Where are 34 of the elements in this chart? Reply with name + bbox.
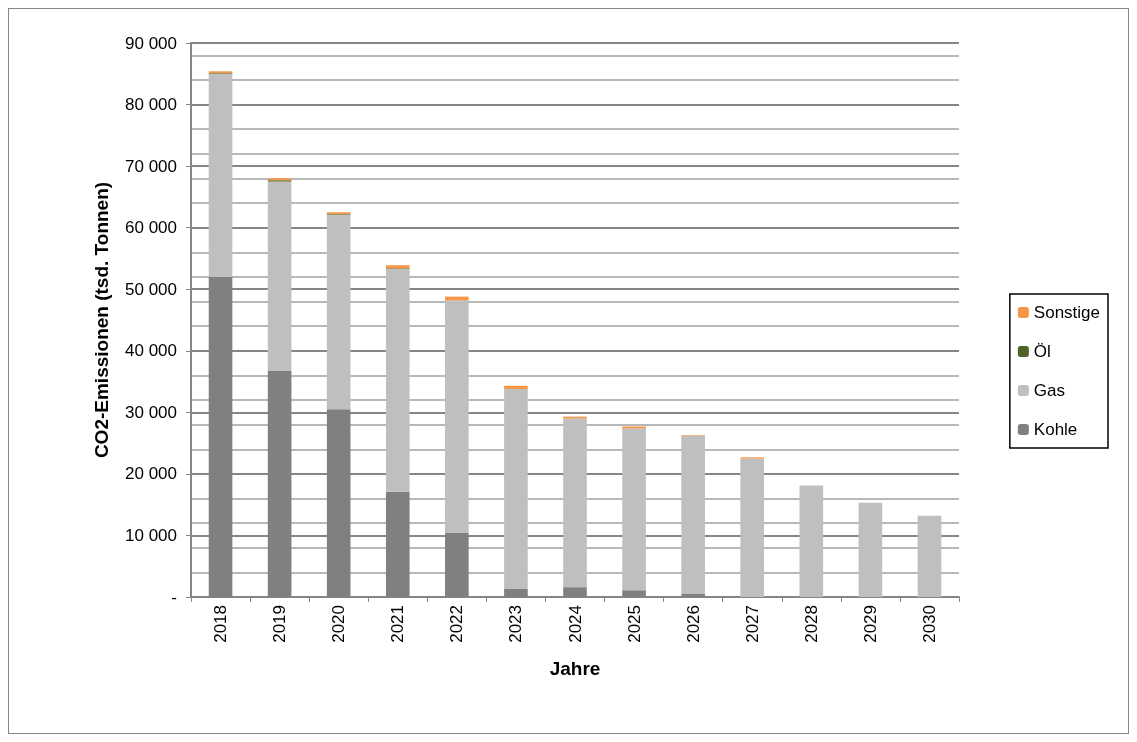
- y-tick-label: 70 000: [125, 156, 177, 176]
- bar: [622, 590, 646, 597]
- x-axis-title: Jahre: [549, 658, 601, 679]
- y-tick-label: 40 000: [125, 341, 177, 361]
- y-tick-label: 60 000: [125, 218, 177, 238]
- x-tick-label: 2024: [565, 605, 585, 643]
- x-tick-label: 2026: [683, 605, 703, 643]
- bar: [504, 588, 528, 597]
- y-tick-label: 50 000: [125, 279, 177, 299]
- x-tick-label: 2023: [506, 605, 526, 643]
- x-tick-label: 2019: [270, 605, 290, 643]
- legend-label: Kohle: [1033, 420, 1078, 439]
- x-tick-label: 2028: [801, 605, 821, 643]
- x-tick-label: 2030: [919, 605, 939, 643]
- x-tick-label: 2022: [447, 605, 467, 643]
- bar: [563, 587, 587, 597]
- y-tick-label: 90 000: [125, 33, 177, 53]
- y-axis-title: CO2-Emissionen (tsd. Tonnen): [91, 181, 112, 459]
- x-tick-label: 2025: [624, 605, 644, 643]
- legend-label: Gas: [1033, 381, 1066, 400]
- x-tick-label: 2029: [860, 605, 880, 643]
- y-tick-label: 80 000: [125, 95, 177, 115]
- y-tick-label: 10 000: [125, 525, 177, 545]
- y-tick-label: 30 000: [125, 402, 177, 422]
- x-tick-label: 2027: [742, 605, 762, 643]
- y-tick-label: -: [171, 587, 177, 607]
- x-tick-label: 2020: [329, 605, 349, 643]
- x-tick-label: 2021: [388, 605, 408, 643]
- y-tick-label: 20 000: [125, 464, 177, 484]
- x-tick-label: 2018: [211, 605, 231, 643]
- bar: [681, 593, 705, 597]
- legend-label: Sonstige: [1033, 303, 1101, 322]
- bar: [504, 385, 528, 389]
- legend-label: Öl: [1033, 342, 1051, 361]
